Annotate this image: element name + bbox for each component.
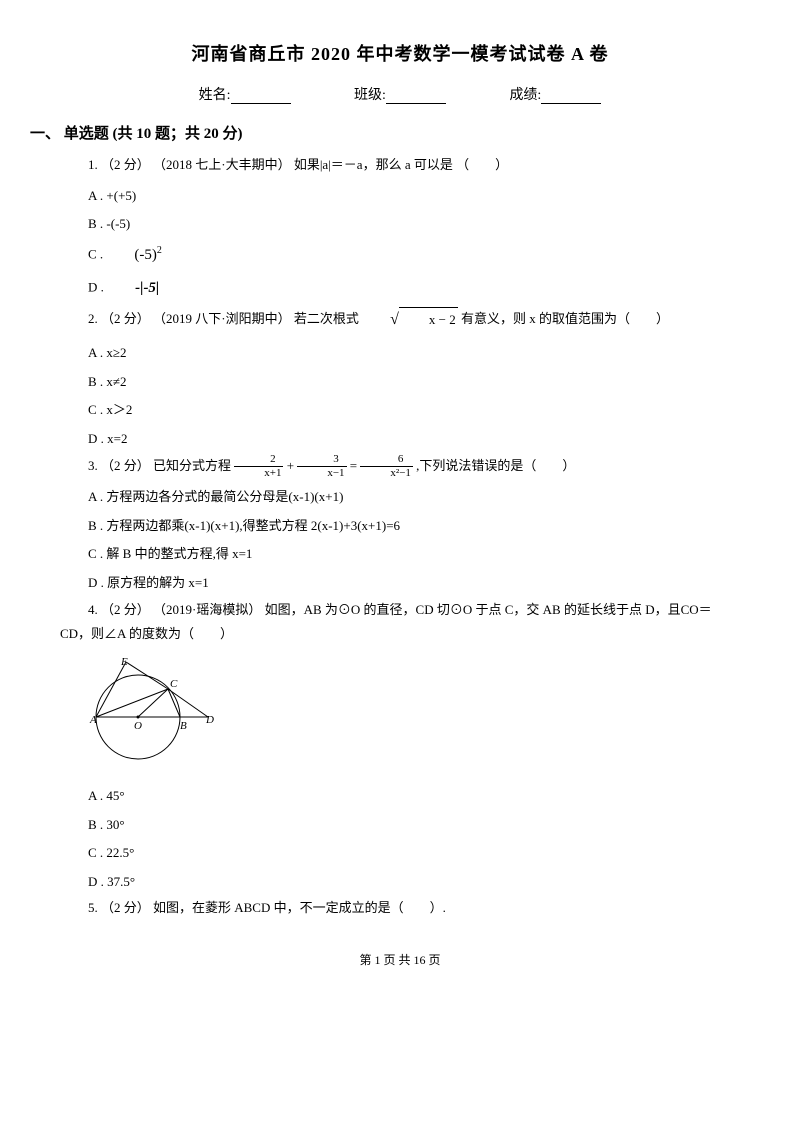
q1-option-b: B . -(-5) [60,210,740,239]
line-ae [96,662,126,717]
label-b: B [180,720,187,732]
q3-option-b: B . 方程两边都乘(x-1)(x+1),得整式方程 2(x-1)+3(x+1)… [60,512,740,541]
q3-option-d: D . 原方程的解为 x=1 [60,569,740,598]
footer-before: 第 [359,953,374,967]
q1-optc-expression: (-5)2 [106,239,162,272]
q4-option-d: D . 37.5° [60,868,740,897]
class-underline[interactable] [386,89,446,104]
question-2: 2. （2 分） （2019 八下·浏阳期中） 若二次根式 √x − 2 有意义… [60,305,740,335]
q1-optd-prefix: D . [88,279,107,294]
q1-optc-base: (-5) [134,247,157,263]
frac-num: 6 [360,454,413,467]
section-header: 一、 单选题 (共 10 题；共 20 分) [30,122,740,143]
q3-text-after: ,下列说法错误的是（ ） [416,458,575,473]
q4-text: 4. （2 分） （2019·瑶海模拟） 如图，AB 为⊙O 的直径，CD 切⊙… [60,598,740,647]
q4-option-c: C . 22.5° [60,839,740,868]
name-underline[interactable] [231,89,291,104]
q2-option-b: B . x≠2 [60,368,740,397]
score-field: 成绩: [509,84,601,104]
label-e: E [120,657,128,668]
label-a: A [89,714,97,726]
class-field: 班级: [354,84,446,104]
q2-option-a: A . x≥2 [60,339,740,368]
q1-option-a: A . +(+5) [60,182,740,211]
frac-num: 3 [297,454,346,467]
footer-after: 页 [426,953,441,967]
q3-frac2: 3x−1 [297,454,346,479]
footer-total: 16 [414,953,426,967]
frac-den: x−1 [297,467,346,479]
q1-optd-expression: -|-5| [107,272,159,305]
circle-diagram-svg: A B C D E O [88,657,218,767]
q1-optc-prefix: C . [88,246,106,261]
q4-option-b: B . 30° [60,811,740,840]
student-info-line: 姓名: 班级: 成绩: [60,84,740,104]
footer-mid: 页 共 [380,953,413,967]
point-o [137,715,140,718]
q3-option-a: A . 方程两边各分式的最简公分母是(x-1)(x+1) [60,483,740,512]
q1-option-c: C . (-5)2 [60,239,740,272]
name-label: 姓名: [199,88,231,103]
question-4: 4. （2 分） （2019·瑶海模拟） 如图，AB 为⊙O 的直径，CD 切⊙… [60,598,740,647]
sqrt-symbol: √ [390,311,399,328]
frac-den: x²−1 [360,467,413,479]
q1-option-d: D . -|-5| [60,272,740,305]
q4-diagram: A B C D E O [88,657,740,772]
q2-option-c: C . x＞2 [60,396,740,425]
frac-den: x+1 [234,467,283,479]
name-field: 姓名: [199,84,291,104]
class-label: 班级: [354,88,386,103]
q1-optc-sup: 2 [157,245,162,256]
q3-text-before: 3. （2 分） 已知分式方程 [88,458,234,473]
q3-eq: = [350,458,361,473]
page-footer: 第 1 页 共 16 页 [60,951,740,968]
label-o: O [134,720,142,732]
q2-text-after: 有意义，则 x 的取值范围为（ ） [461,311,669,326]
score-underline[interactable] [541,89,601,104]
line-oc [138,689,168,717]
q3-plus: + [287,458,298,473]
score-label: 成绩: [509,88,541,103]
q3-frac3: 6x²−1 [360,454,413,479]
q2-option-d: D . x=2 [60,425,740,454]
label-d: D [205,714,214,726]
q3-option-c: C . 解 B 中的整式方程,得 x=1 [60,540,740,569]
sqrt-body: x − 2 [399,307,458,333]
question-5: 5. （2 分） 如图，在菱形 ABCD 中，不一定成立的是（ ）. [60,896,740,921]
question-3: 3. （2 分） 已知分式方程 2x+1 + 3x−1 = 6x²−1 ,下列说… [60,454,740,480]
page-title: 河南省商丘市 2020 年中考数学一模考试试卷 A 卷 [60,40,740,66]
q4-option-a: A . 45° [60,782,740,811]
q3-frac1: 2x+1 [234,454,283,479]
question-1: 1. （2 分） （2018 七上·大丰期中） 如果|a|＝－a，那么 a 可以… [60,153,740,178]
frac-num: 2 [234,454,283,467]
q2-sqrt: √x − 2 [362,305,458,335]
label-c: C [170,678,178,690]
line-ac [96,689,168,717]
q2-text-before: 2. （2 分） （2019 八下·浏阳期中） 若二次根式 [88,311,362,326]
exam-page: 河南省商丘市 2020 年中考数学一模考试试卷 A 卷 姓名: 班级: 成绩: … [0,0,800,988]
